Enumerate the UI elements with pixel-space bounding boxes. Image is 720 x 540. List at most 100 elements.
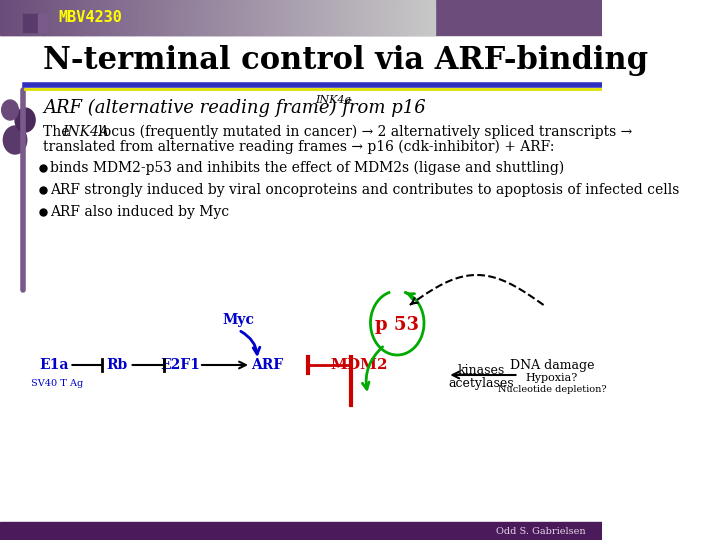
Text: kinases: kinases: [457, 363, 505, 376]
Bar: [409, 0, 411, 35]
Bar: [265, 0, 268, 35]
Bar: [367, 0, 370, 35]
Bar: [383, 0, 385, 35]
Bar: [230, 0, 233, 35]
Bar: [113, 0, 115, 35]
Bar: [387, 0, 390, 35]
Bar: [24, 0, 26, 35]
Bar: [426, 0, 428, 35]
Bar: [141, 0, 143, 35]
Bar: [324, 0, 326, 35]
Bar: [17, 0, 19, 35]
Text: binds MDM2-p53 and inhibits the effect of MDM2s (ligase and shuttling): binds MDM2-p53 and inhibits the effect o…: [50, 161, 564, 175]
Bar: [26, 0, 28, 35]
Bar: [211, 0, 213, 35]
Bar: [135, 0, 137, 35]
Bar: [322, 0, 324, 35]
Bar: [380, 0, 383, 35]
Bar: [390, 0, 392, 35]
Bar: [124, 0, 126, 35]
Bar: [148, 0, 150, 35]
Bar: [19, 0, 22, 35]
Bar: [150, 0, 153, 35]
Bar: [318, 0, 320, 35]
Bar: [74, 0, 76, 35]
Bar: [385, 0, 387, 35]
Bar: [83, 0, 85, 35]
Bar: [287, 0, 289, 35]
Bar: [372, 0, 374, 35]
Bar: [81, 0, 83, 35]
Bar: [41, 0, 44, 35]
Bar: [285, 0, 287, 35]
Bar: [398, 0, 400, 35]
Text: N-terminal control via ARF-binding: N-terminal control via ARF-binding: [43, 44, 649, 76]
Bar: [130, 0, 132, 35]
Bar: [172, 0, 174, 35]
Bar: [350, 0, 352, 35]
Bar: [72, 0, 74, 35]
Bar: [35, 0, 37, 35]
Bar: [320, 0, 322, 35]
Bar: [361, 0, 363, 35]
Bar: [202, 0, 204, 35]
Text: MBV4230: MBV4230: [58, 10, 122, 25]
Bar: [378, 0, 381, 35]
Bar: [239, 0, 241, 35]
Bar: [348, 0, 350, 35]
Bar: [254, 0, 256, 35]
Bar: [339, 0, 341, 35]
Bar: [292, 0, 294, 35]
Bar: [363, 0, 365, 35]
Circle shape: [15, 108, 35, 132]
Text: p 53: p 53: [375, 316, 419, 334]
Bar: [420, 0, 422, 35]
Bar: [243, 0, 246, 35]
Bar: [402, 0, 405, 35]
Bar: [176, 0, 179, 35]
Bar: [78, 0, 81, 35]
Bar: [120, 0, 122, 35]
Bar: [424, 0, 426, 35]
Bar: [52, 0, 55, 35]
Bar: [222, 0, 224, 35]
Bar: [313, 0, 315, 35]
Bar: [413, 0, 415, 35]
Text: E1a: E1a: [40, 358, 69, 372]
Bar: [326, 0, 328, 35]
Bar: [57, 0, 59, 35]
Bar: [39, 0, 41, 35]
Bar: [233, 0, 235, 35]
Bar: [102, 0, 104, 35]
Bar: [194, 0, 196, 35]
Bar: [111, 0, 113, 35]
Bar: [283, 0, 285, 35]
Text: translated from alternative reading frames → p16 (cdk-inhibitor) + ARF:: translated from alternative reading fram…: [43, 140, 555, 154]
Bar: [394, 0, 396, 35]
Bar: [152, 0, 155, 35]
Bar: [341, 0, 343, 35]
Bar: [48, 0, 50, 35]
Bar: [307, 0, 309, 35]
Bar: [431, 0, 433, 35]
Bar: [356, 0, 359, 35]
Bar: [70, 0, 72, 35]
Bar: [422, 0, 424, 35]
Text: ARF strongly induced by viral oncoproteins and contributes to apoptosis of infec: ARF strongly induced by viral oncoprotei…: [50, 183, 680, 197]
Bar: [163, 0, 166, 35]
Bar: [98, 0, 100, 35]
Bar: [392, 0, 394, 35]
Bar: [256, 0, 258, 35]
Bar: [248, 0, 250, 35]
Bar: [204, 0, 207, 35]
Bar: [189, 0, 192, 35]
Bar: [158, 0, 161, 35]
Bar: [267, 0, 270, 35]
Bar: [96, 0, 98, 35]
Bar: [213, 0, 215, 35]
Bar: [215, 0, 217, 35]
Bar: [235, 0, 237, 35]
Bar: [24, 14, 38, 32]
Bar: [6, 0, 9, 35]
Text: ARF (alternative reading frame) from p16: ARF (alternative reading frame) from p16: [43, 99, 426, 117]
